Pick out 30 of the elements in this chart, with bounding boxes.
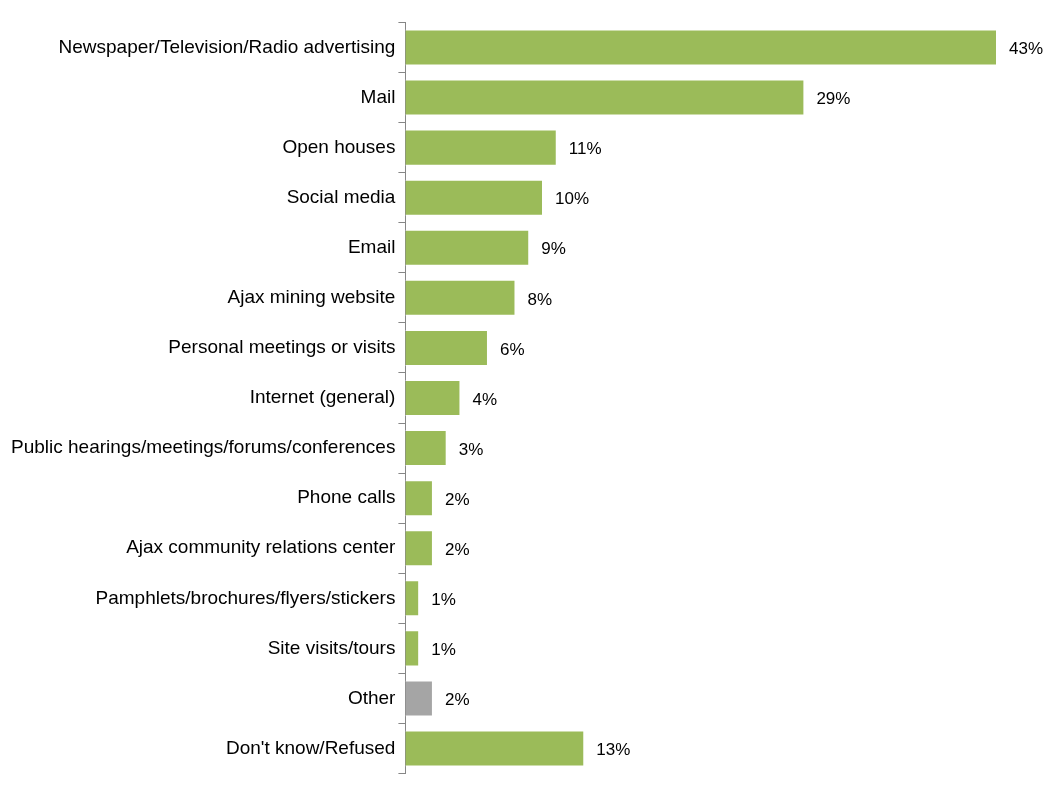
y-tick-label: Ajax community relations center (126, 536, 397, 558)
y-tick-label: Phone calls (297, 486, 396, 508)
y-tick-label: Ajax mining website (227, 286, 396, 308)
data-label: 10% (554, 189, 590, 209)
data-label: 1% (431, 640, 456, 660)
data-label: 8% (527, 289, 553, 309)
y-tick-label: Newspaper/Television/Radio advertising (58, 35, 396, 57)
data-label: 11% (568, 139, 602, 159)
data-label: 2% (444, 690, 470, 710)
y-tick-label: Public hearings/meetings/forums/conferences (10, 436, 396, 458)
y-tick-label: Pamphlets/brochures/flyers/stickers (95, 586, 396, 608)
data-label: 43% (1009, 39, 1044, 59)
data-label: 3% (458, 439, 484, 459)
y-tick-label: Email (347, 235, 396, 257)
data-label: 9% (541, 239, 566, 259)
data-label: 2% (444, 489, 470, 509)
data-label: 13% (596, 740, 631, 760)
y-tick-label: Open houses (282, 135, 396, 157)
y-tick-label: Social media (286, 185, 396, 207)
data-label: 6% (499, 339, 525, 359)
y-tick-label: Other (347, 686, 397, 708)
y-tick-label: Site visits/tours (267, 636, 396, 658)
y-tick-label: Mail (360, 85, 396, 107)
data-label: 29% (816, 89, 851, 109)
data-label: 1% (431, 590, 456, 610)
y-tick-label: Internet (general) (249, 386, 396, 408)
y-tick-label: Don't know/Refused (225, 736, 396, 758)
y-tick-label: Personal meetings or visits (168, 336, 396, 358)
data-label: 2% (444, 539, 470, 559)
data-label: 4% (472, 389, 498, 409)
